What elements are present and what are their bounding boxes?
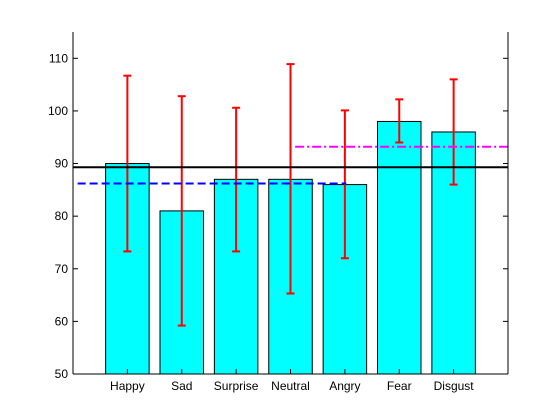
x-tick-label-fear: Fear [387, 379, 412, 393]
x-tick-label-sad: Sad [171, 379, 192, 393]
y-tick-label: 70 [55, 262, 69, 276]
error-bar-happy [123, 74, 132, 253]
bars-layer [105, 120, 476, 375]
y-tick-label: 60 [55, 314, 69, 328]
error-bars-layer [123, 63, 458, 327]
y-tick-label: 110 [49, 51, 68, 65]
x-tick-label-neutral: Neutral [271, 379, 310, 393]
error-bar-fear [395, 98, 404, 144]
error-bar-surprise [232, 106, 241, 253]
bar-fear [377, 120, 422, 375]
y-tick-label: 80 [55, 209, 69, 223]
x-tick-label-surprise: Surprise [214, 379, 259, 393]
y-tick-label: 50 [55, 367, 69, 381]
y-tick-label: 90 [55, 157, 69, 171]
x-tick-label-happy: Happy [110, 379, 145, 393]
x-tick-label-disgust: Disgust [434, 379, 475, 393]
error-bar-neutral [286, 63, 295, 295]
x-tick-label-angry: Angry [329, 379, 360, 393]
tick-labels-layer: 50 60 70 80 90 100 110 Happy Sad Surprise Neutral A… [48, 51, 474, 393]
axes-layer [72, 32, 509, 375]
y-tick-label: 100 [48, 104, 68, 118]
reference-lines-layer [73, 145, 510, 185]
error-bar-sad [177, 95, 186, 327]
